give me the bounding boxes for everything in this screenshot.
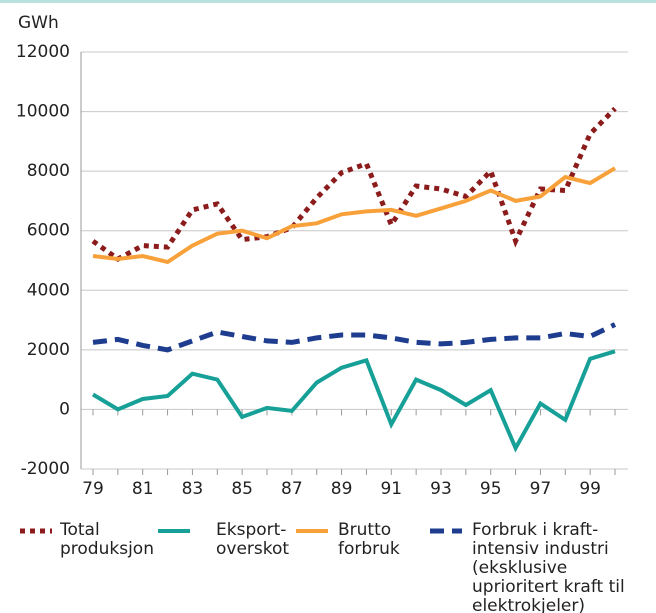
y-tick-label: -2000 (21, 459, 70, 479)
y-tick-label: 6000 (27, 221, 70, 241)
legend-label: Eksport-overskot (216, 520, 290, 559)
x-tick-label: 93 (430, 479, 452, 499)
x-tick-label: 97 (530, 479, 552, 499)
y-unit: GWh (18, 13, 59, 33)
legend-label: Total produksjon (60, 520, 154, 559)
x-tick-label: 83 (182, 479, 204, 499)
y-tick-label: 0 (59, 399, 70, 419)
x-tick-label: 85 (231, 479, 253, 499)
y-tick-label: 8000 (27, 161, 70, 181)
x-tick-label: 91 (380, 479, 402, 499)
x-tick-label: 89 (331, 479, 353, 499)
series-line (92, 322, 617, 353)
x-tick-label: 95 (480, 479, 502, 499)
y-tick-label: 10000 (16, 102, 70, 122)
series-line (91, 349, 616, 453)
legend-label: Brutto forbruk (338, 520, 400, 559)
x-tick-label: 79 (82, 479, 104, 499)
y-tick-label: 4000 (27, 280, 70, 300)
x-tick-label: 81 (132, 479, 154, 499)
x-tick-label: 99 (579, 479, 601, 499)
y-tick-label: 12000 (16, 42, 70, 62)
series-line (91, 106, 617, 262)
legend-label: Forbruk i kraft-intensiv industri (ekskl… (472, 520, 625, 613)
y-tick-label: 2000 (27, 340, 70, 360)
series-line (92, 166, 617, 265)
x-tick-label: 87 (281, 479, 303, 499)
